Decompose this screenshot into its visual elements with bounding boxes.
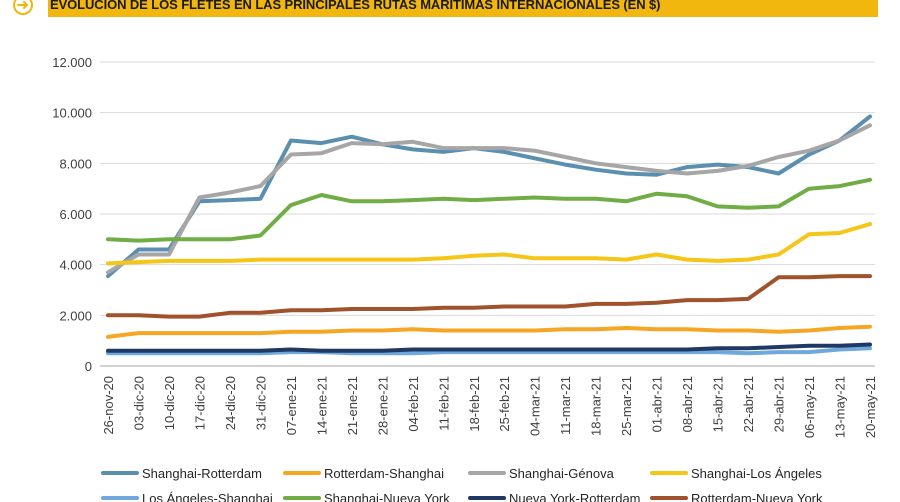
legend-label: Shanghai-Los Ángeles [691, 466, 822, 481]
x-tick-label: 22-abr-21 [741, 376, 756, 432]
x-tick-label: 17-dic-20 [192, 376, 207, 430]
x-tick-label: 10-dic-20 [162, 376, 177, 430]
legend-label: Los Ángeles-Shanghai [142, 491, 273, 502]
x-tick-label: 25-mar-21 [619, 376, 634, 436]
series-line [106, 114, 872, 279]
x-tick-label: 20-may-21 [863, 376, 878, 438]
legend-label: Nueva York-Rotterdam [509, 491, 641, 502]
y-tick-label: 0 [85, 359, 92, 374]
x-tick-label: 13-may-21 [833, 376, 848, 438]
y-tick-label: 10.000 [52, 106, 92, 121]
series-line [106, 222, 872, 266]
x-tick-label: 18-feb-21 [467, 376, 482, 432]
series-line [106, 274, 872, 319]
x-tick-label: 24-dic-20 [223, 376, 238, 430]
title-bar: EVOLUCIÓN DE LOS FLETES EN LAS PRINCIPAL… [48, 0, 878, 17]
y-tick-label: 12.000 [52, 55, 92, 70]
x-tick-label: 08-abr-21 [680, 376, 695, 432]
x-tick-label: 31-dic-20 [253, 376, 268, 430]
arrow-right-circle-icon [13, 0, 33, 15]
series-line [106, 123, 872, 275]
series-line [106, 324, 872, 339]
legend-label: Shanghai-Rotterdam [142, 466, 262, 481]
y-tick-label: 8.000 [59, 156, 92, 171]
x-tick-label: 21-ene-21 [345, 376, 360, 435]
x-tick-label: 15-abr-21 [711, 376, 726, 432]
x-tick-label: 04-feb-21 [406, 376, 421, 432]
series-line [106, 177, 872, 243]
x-tick-label: 11-mar-21 [558, 376, 573, 435]
legend-label: Rotterdam-Shanghai [324, 466, 444, 481]
series-line [106, 346, 872, 356]
x-tick-label: 26-nov-20 [101, 376, 116, 435]
x-tick-label: 01-abr-21 [650, 376, 665, 432]
legend-label: Shanghai-Génova [509, 466, 615, 481]
x-tick-label: 04-mar-21 [528, 376, 543, 436]
legend-label: Shanghai-Nueva York [324, 491, 450, 502]
y-tick-label: 6.000 [59, 207, 92, 222]
x-tick-label: 25-feb-21 [497, 376, 512, 432]
x-tick-label: 29-abr-21 [772, 376, 787, 432]
x-tick-label: 18-mar-21 [589, 376, 604, 436]
x-tick-label: 11-feb-21 [436, 376, 451, 431]
x-tick-label: 03-dic-20 [131, 376, 146, 430]
legend-label: Rotterdam-Nueva York [691, 491, 823, 502]
series-line [106, 342, 872, 353]
x-tick-label: 14-ene-21 [314, 376, 329, 435]
x-tick-label: 07-ene-21 [284, 376, 299, 435]
x-tick-label: 06-may-21 [802, 376, 817, 438]
chart-title: EVOLUCIÓN DE LOS FLETES EN LAS PRINCIPAL… [50, 0, 661, 12]
x-tick-label: 28-ene-21 [375, 376, 390, 435]
y-tick-label: 2.000 [59, 308, 92, 323]
y-tick-label: 4.000 [59, 258, 92, 273]
